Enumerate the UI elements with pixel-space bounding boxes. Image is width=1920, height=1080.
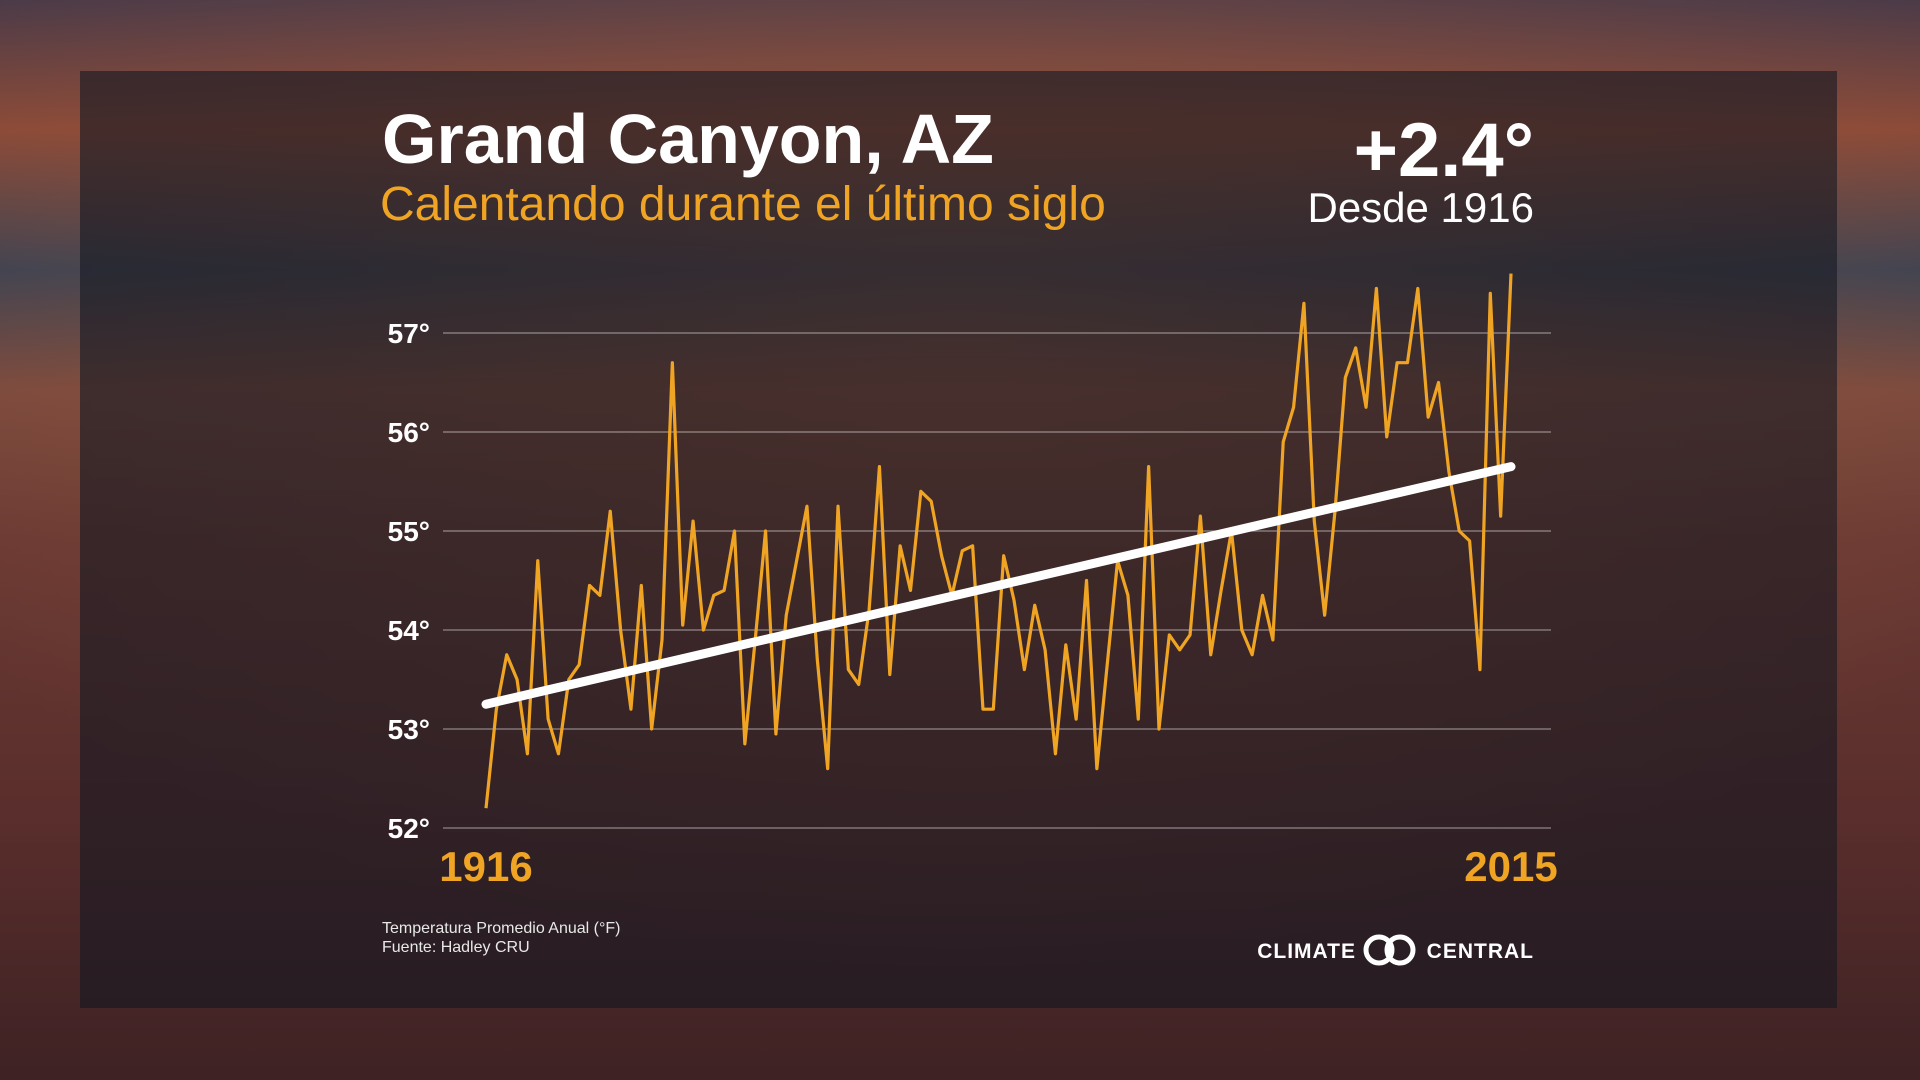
- logo: CLIMATE CENTRAL: [1257, 934, 1534, 966]
- chart-subtitle: Calentando durante el último siglo: [380, 178, 1106, 231]
- trend-line: [481, 462, 1516, 709]
- x-tick-label: 2015: [1464, 843, 1557, 890]
- panel: [80, 71, 1837, 1008]
- y-tick-label: 56°: [388, 417, 430, 448]
- y-tick-label: 54°: [388, 615, 430, 646]
- change-annotation: +2.4°: [1354, 108, 1534, 193]
- y-tick-label: 52°: [388, 813, 430, 844]
- note: Fuente: Hadley CRU: [382, 939, 530, 956]
- chart-title: Grand Canyon, AZ: [382, 100, 994, 178]
- logo-icon: [1384, 934, 1416, 966]
- y-tick-label: 55°: [388, 516, 430, 547]
- note: Temperatura Promedio Anual (°F): [382, 920, 621, 937]
- x-tick-label: 1916: [439, 843, 532, 890]
- y-tick-label: 53°: [388, 714, 430, 745]
- since-annotation: Desde 1916: [1307, 184, 1534, 231]
- logo-icon: [1363, 934, 1395, 966]
- plot-area: 52° 53° 54° 55° 56° 57° 1916 2015: [388, 273, 1558, 890]
- y-tick-label: 57°: [388, 318, 430, 349]
- data-line: [484, 273, 1513, 809]
- logo-text: CENTRAL: [1427, 940, 1534, 963]
- logo-text: CLIMATE: [1257, 940, 1356, 963]
